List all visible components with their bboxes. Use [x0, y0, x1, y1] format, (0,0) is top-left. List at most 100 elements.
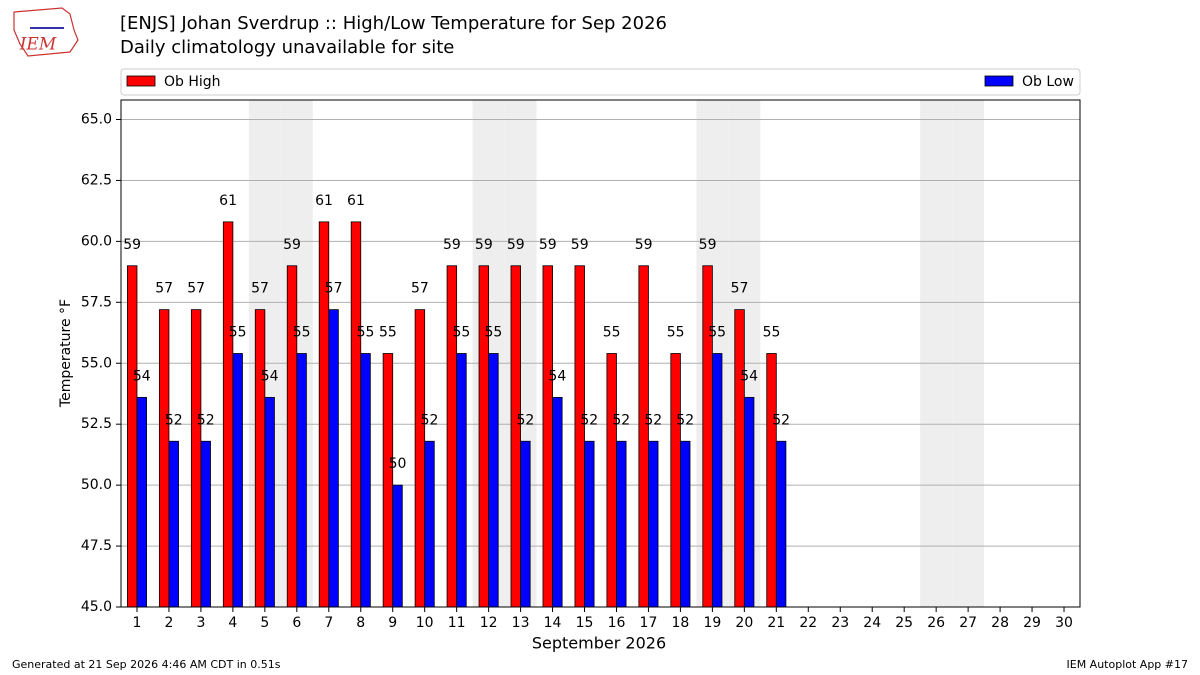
bar: [168, 440, 179, 608]
data-label: 55: [763, 325, 781, 341]
bar: [456, 353, 467, 608]
x-tick-label: 28: [991, 615, 1009, 631]
x-tick-label: 22: [799, 615, 817, 631]
data-label: 59: [571, 237, 589, 253]
data-label: 57: [251, 281, 269, 297]
x-tick-label: 10: [416, 615, 434, 631]
data-label: 59: [475, 237, 493, 253]
bar: [702, 265, 713, 608]
data-label: 55: [708, 325, 726, 341]
legend-label: Ob Low: [1022, 74, 1074, 90]
plot-frame: [120, 99, 1081, 608]
x-tick-label: 5: [260, 615, 269, 631]
data-label: 52: [516, 412, 534, 428]
bar: [520, 440, 531, 608]
x-axis-label: September 2026: [532, 634, 666, 653]
data-label: 52: [772, 412, 790, 428]
legend-swatch: [126, 75, 156, 87]
data-label: 54: [548, 368, 566, 384]
bar: [190, 309, 202, 608]
data-label: 52: [580, 412, 598, 428]
x-tick-label: 17: [640, 615, 658, 631]
bar: [350, 221, 362, 608]
x-tick-label: 21: [767, 615, 785, 631]
data-label: 61: [219, 193, 237, 209]
data-label: 59: [283, 237, 301, 253]
data-label: 57: [411, 281, 429, 297]
bar: [711, 353, 723, 608]
bar: [446, 265, 458, 608]
data-label: 59: [123, 237, 141, 253]
data-label: 57: [155, 281, 173, 297]
bar: [286, 265, 298, 608]
x-tick-label: 24: [863, 615, 881, 631]
data-label: 59: [635, 237, 653, 253]
y-tick-label: 65.0: [81, 112, 112, 128]
x-tick-label: 14: [544, 615, 562, 631]
x-tick-label: 18: [672, 615, 690, 631]
x-tick-label: 30: [1055, 615, 1073, 631]
bar: [510, 265, 521, 608]
data-label: 55: [229, 325, 247, 341]
bar: [606, 353, 617, 608]
bar: [222, 221, 234, 608]
x-tick-label: 16: [608, 615, 626, 631]
bar: [680, 440, 691, 608]
bar: [743, 396, 755, 608]
x-tick-label: 26: [927, 615, 945, 631]
x-tick-label: 15: [576, 615, 594, 631]
y-tick-label: 45.0: [81, 599, 112, 615]
data-label: 55: [667, 325, 685, 341]
y-tick-label: 62.5: [81, 172, 112, 188]
data-label: 55: [357, 325, 375, 341]
x-tick-label: 12: [480, 615, 498, 631]
data-label: 52: [421, 412, 439, 428]
bar: [584, 440, 595, 608]
bar: [264, 396, 275, 608]
bar: [254, 309, 266, 608]
bar: [232, 353, 243, 608]
x-tick-label: 8: [356, 615, 365, 631]
logo-outline: [13, 7, 79, 57]
bar: [392, 484, 403, 608]
data-label: 52: [197, 412, 215, 428]
data-label: 55: [293, 325, 311, 341]
y-tick-label: 47.5: [81, 538, 112, 554]
bar: [136, 396, 147, 608]
bar: [574, 265, 585, 608]
data-label: 57: [731, 281, 749, 297]
x-tick-label: 2: [164, 615, 173, 631]
data-label: 54: [740, 368, 758, 384]
bar: [638, 265, 649, 608]
y-axis-label: Temperature °F: [58, 299, 74, 408]
data-label: 55: [484, 325, 502, 341]
y-tick-label: 57.5: [81, 294, 112, 310]
bar: [200, 440, 211, 608]
footer-right: IEM Autoplot App #17: [1067, 658, 1189, 671]
bar: [542, 265, 553, 608]
x-tick-label: 1: [133, 615, 142, 631]
bar: [616, 440, 627, 608]
x-tick-label: 29: [1023, 615, 1041, 631]
bar: [648, 440, 659, 608]
legend-box: [120, 68, 1081, 96]
chart-subtitle: Daily climatology unavailable for site: [120, 37, 454, 58]
data-label: 57: [325, 281, 343, 297]
logo-text: IEM: [19, 35, 57, 55]
data-label: 59: [699, 237, 717, 253]
x-tick-label: 20: [735, 615, 753, 631]
logo: IEM: [13, 7, 79, 57]
y-tick-label: 60.0: [81, 233, 112, 249]
data-label: 52: [612, 412, 630, 428]
data-label: 59: [507, 237, 525, 253]
shade-band: [920, 100, 953, 607]
bar: [766, 353, 777, 608]
x-tick-label: 13: [512, 615, 530, 631]
bar: [360, 353, 371, 608]
bar: [414, 309, 426, 608]
x-tick-label: 3: [196, 615, 205, 631]
legend-swatch: [984, 75, 1014, 87]
data-label: 57: [187, 281, 205, 297]
bar: [158, 309, 170, 608]
